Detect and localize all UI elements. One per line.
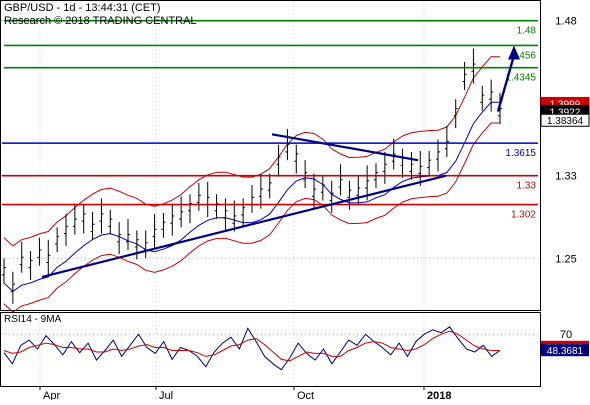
x-tick-label-2: Oct [297,390,314,400]
rsi-badge-label-1: 48.3681 [547,346,584,357]
price-badge-2 [540,113,590,127]
price-level-label-5: 1.302 [511,210,536,221]
rsi-panel-frame [0,312,541,387]
trendline-1 [271,133,419,162]
price-level-label-2: 1.4345 [505,73,536,84]
price-level-label-4: 1.33 [517,181,537,192]
price-level-label-0: 1.48 [517,26,537,37]
price-badge-label-1: 1.3922 [550,107,581,118]
band-upper-line [3,56,500,247]
band-lower-line [3,122,500,313]
rsi-y-tick-label-0: 70 [560,329,572,341]
rsi-series-line-1 [3,330,500,362]
main-panel-frame [0,0,541,311]
price-badge-label-2: 1.38364 [547,116,584,127]
x-tick-label-1: Jul [159,390,173,400]
y-tick-label-2: 1.48 [555,16,576,28]
y-tick-label-1: 1.33 [555,171,576,183]
x-tick-label-3: 2018 [427,390,451,400]
chart-title: GBP/USD - 1d - 13:44:31 (CET) [4,2,161,14]
moving-average-line [3,101,500,293]
rsi-series-line-0 [3,326,501,371]
y-tick-label-0: 1.25 [555,253,576,265]
projection-arrow-head [508,45,520,60]
projection-arrow-shaft [496,55,516,112]
chart-copyright: Research © 2018 TRADING CENTRAL [4,15,197,27]
price-level-label-3: 1.3615 [505,148,536,159]
x-tick-label-0: Apr [43,390,60,400]
rsi-panel-title: RSI14 - 9MA [4,314,62,325]
rsi-badge-1 [541,344,589,357]
trendline-0 [41,174,447,279]
price-level-label-1: 1.456 [511,50,536,61]
